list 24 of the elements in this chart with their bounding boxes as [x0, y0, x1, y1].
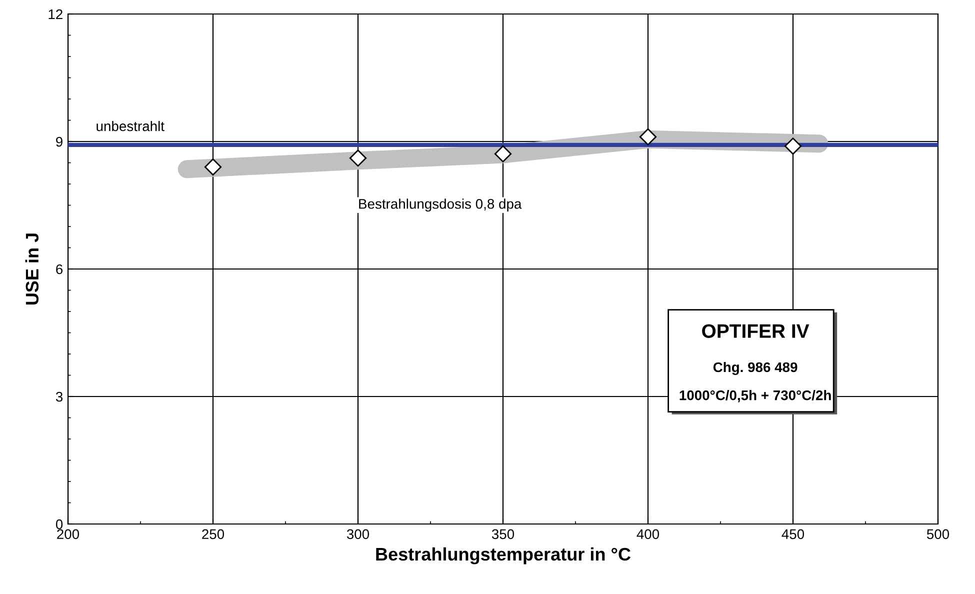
y-tick-label: 12: [48, 9, 62, 20]
x-tick-label: 500: [926, 529, 950, 540]
y-tick-label: 0: [56, 519, 63, 530]
annotation: 1000°C/0,5h + 730°C/2h: [680, 390, 831, 402]
point: [494, 145, 512, 162]
x-tick-label: 300: [346, 529, 370, 540]
y-tick-label: 6: [56, 264, 63, 274]
ref-line-label: unbestrahlt: [96, 120, 164, 132]
y-axis-title: USE in J: [25, 234, 39, 305]
y-tick-label: 3: [56, 392, 63, 402]
y-tick-label: 9: [56, 136, 62, 147]
annotation: Chg. 986 489: [713, 362, 798, 375]
annotation: Bestrahlungsdosis 0,8 dpa: [359, 198, 522, 212]
x-tick-label: 400: [636, 529, 660, 540]
point: [639, 128, 657, 146]
point: [349, 150, 367, 167]
point: [204, 158, 222, 176]
x-tick-label: 450: [782, 529, 804, 540]
x-tick-label: 250: [202, 529, 224, 540]
annotation: OPTIFER IV: [702, 324, 810, 338]
x-axis-title: Bestrahlungstemperatur in °C: [376, 547, 631, 564]
x-tick-label: 200: [57, 529, 80, 540]
x-tick-label: 350: [492, 529, 514, 540]
point: [784, 138, 802, 155]
